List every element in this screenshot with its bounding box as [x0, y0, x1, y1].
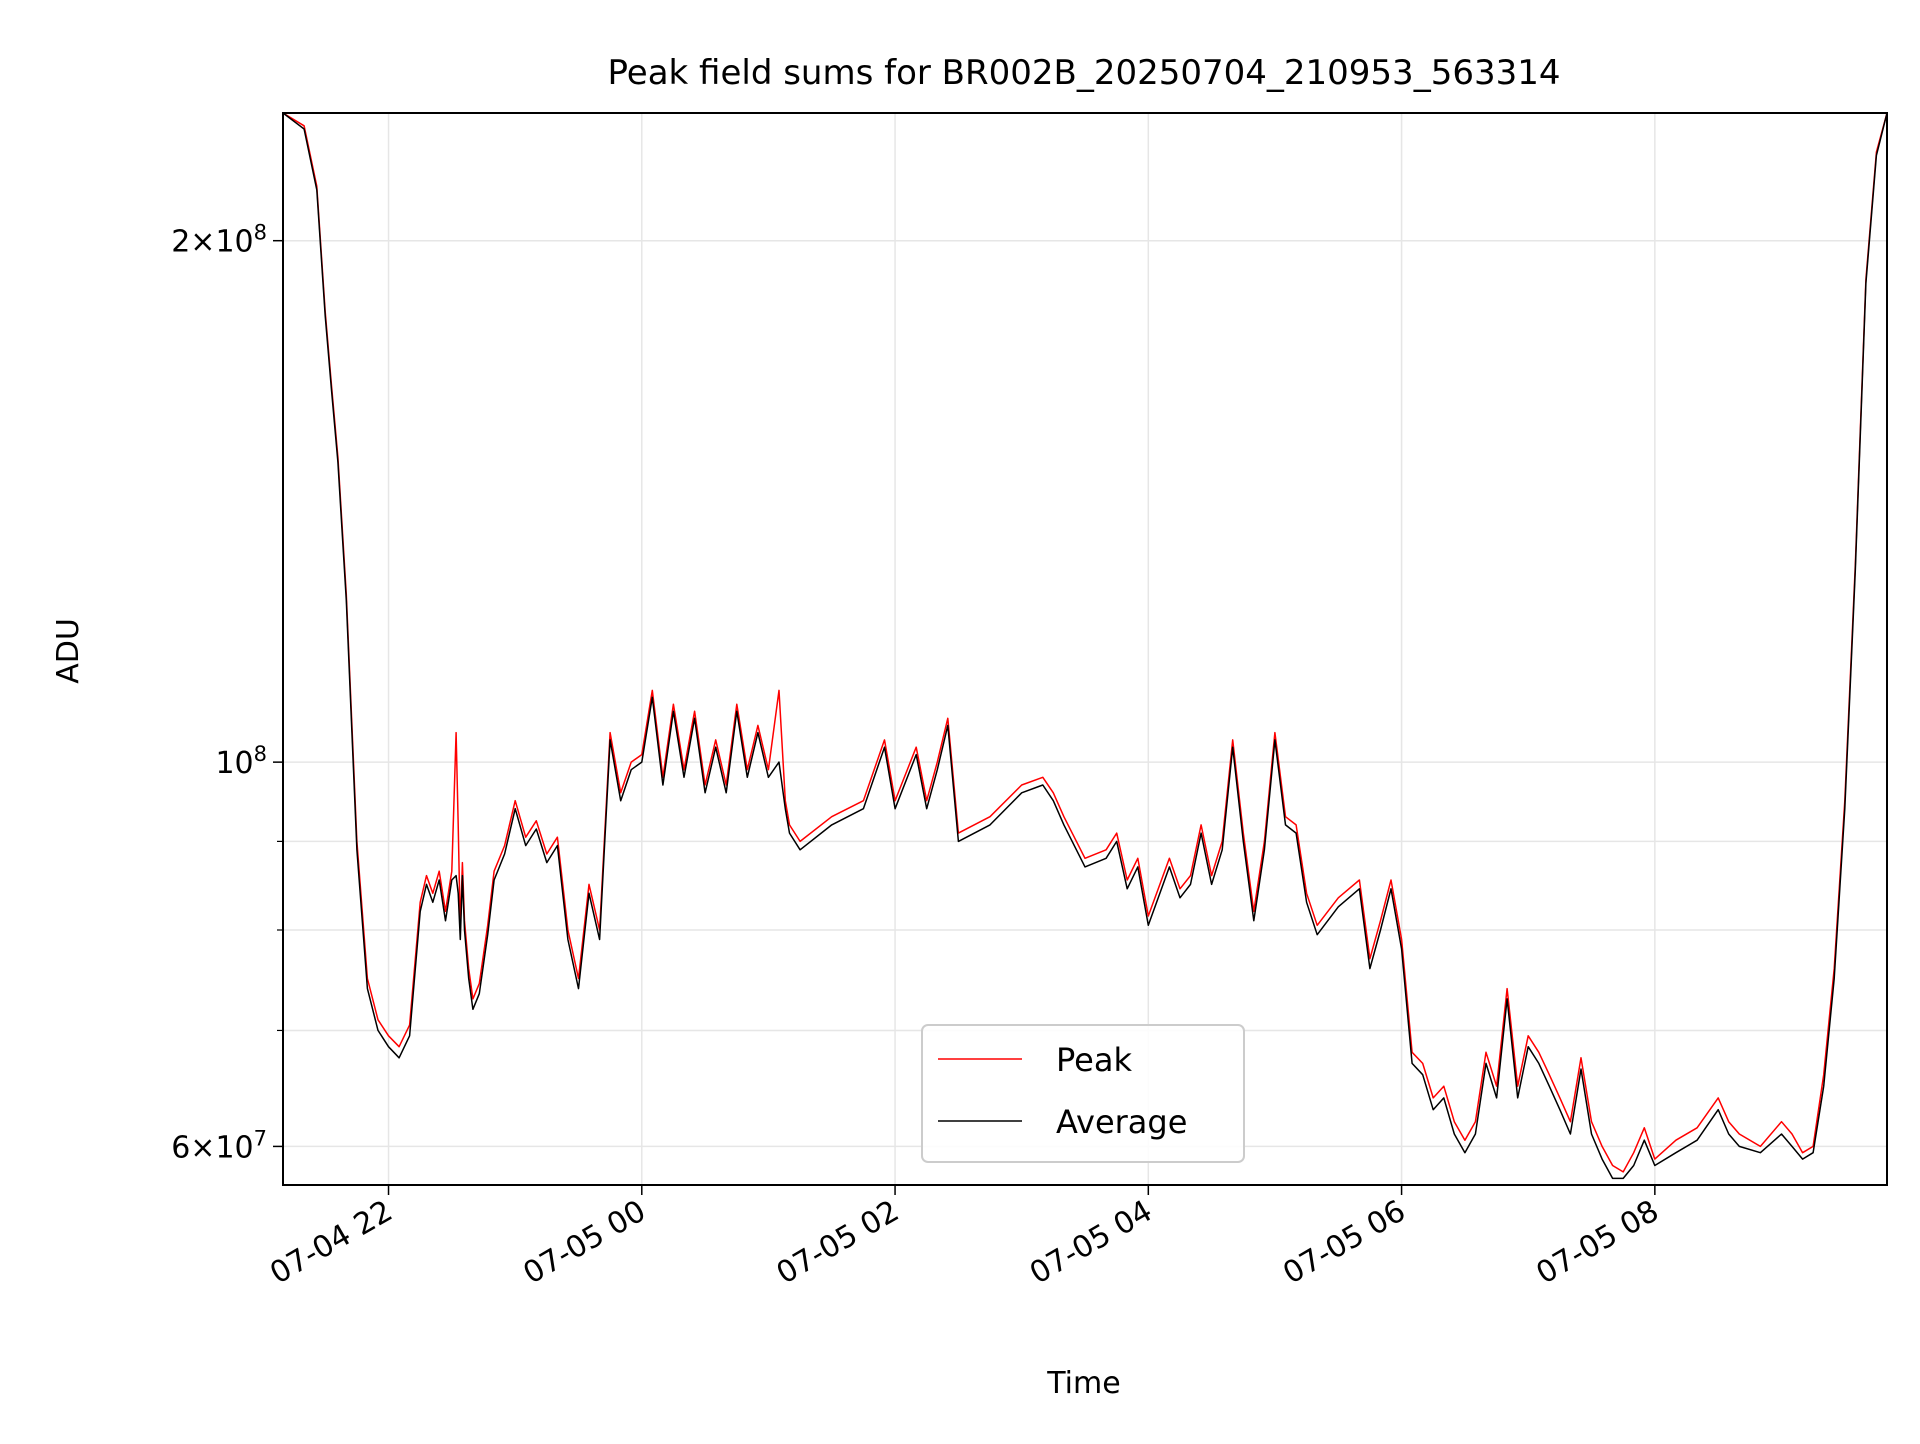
series-layer	[282, 112, 1888, 1180]
y-tick-label: 108	[215, 742, 267, 781]
legend: Peak Average	[921, 1024, 1245, 1163]
plot-frame	[282, 112, 1888, 1186]
legend-average-label: Average	[1056, 1103, 1187, 1141]
x-axis-label: Time	[1046, 1366, 1120, 1401]
chart-title: Peak field sums for BR002B_20250704_2109…	[608, 53, 1561, 93]
legend-peak-label: Peak	[1056, 1041, 1132, 1079]
y-tick-label: 6×107	[171, 1126, 267, 1165]
series-line-average	[282, 112, 1888, 1180]
y-tick-label: 2×108	[171, 221, 267, 260]
series-line-peak	[282, 112, 1888, 1173]
y-axis-label: ADU	[51, 618, 86, 684]
y-axis-ticks: 6×107 108 2×108	[171, 221, 283, 1165]
